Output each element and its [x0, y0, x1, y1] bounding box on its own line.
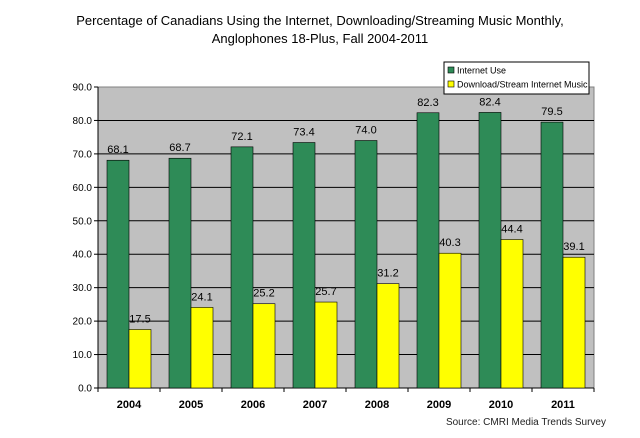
- legend-swatch: [447, 80, 455, 88]
- bar-music-download-stream: [376, 283, 400, 389]
- bar-internet-use: [292, 142, 316, 389]
- bar-music-download-stream: [314, 301, 338, 389]
- bar-internet-use: [478, 112, 502, 389]
- y-tick-label: 30.0: [73, 283, 93, 294]
- data-label-music-download-stream: 17.5: [129, 313, 150, 325]
- data-label-internet-use: 74.0: [355, 125, 376, 137]
- y-tick-label: 70.0: [73, 149, 93, 160]
- y-tick-label: 0.0: [78, 384, 92, 395]
- x-tick-label: 2007: [303, 399, 327, 411]
- x-tick-label: 2008: [365, 399, 389, 411]
- data-label-music-download-stream: 39.1: [563, 241, 584, 253]
- bar-internet-use: [230, 146, 254, 389]
- x-tick-label: 2011: [551, 399, 575, 411]
- bar-internet-use: [168, 157, 192, 389]
- data-label-internet-use: 82.3: [417, 97, 438, 109]
- data-label-music-download-stream: 31.2: [377, 268, 398, 280]
- legend-label: Internet Use: [457, 66, 506, 76]
- legend-swatch: [447, 66, 455, 74]
- data-label-music-download-stream: 40.3: [439, 237, 460, 249]
- bar-music-download-stream: [190, 307, 214, 389]
- data-label-music-download-stream: 25.7: [315, 286, 336, 298]
- x-tick-label: 2006: [241, 399, 265, 411]
- legend: [443, 61, 590, 95]
- bar-internet-use: [540, 121, 564, 389]
- data-label-internet-use: 72.1: [231, 131, 252, 143]
- bar-music-download-stream: [500, 239, 524, 389]
- data-label-internet-use: 82.4: [479, 96, 500, 108]
- y-tick-label: 10.0: [73, 350, 93, 361]
- data-label-music-download-stream: 44.4: [501, 224, 522, 236]
- x-tick-label: 2005: [179, 399, 203, 411]
- data-label-music-download-stream: 25.2: [253, 288, 274, 300]
- y-tick-label: 60.0: [73, 183, 93, 194]
- bar-internet-use: [354, 140, 378, 389]
- source-note: Source: CMRI Media Trends Survey: [445, 417, 606, 428]
- y-tick-label: 50.0: [73, 216, 93, 227]
- x-tick-label: 2010: [489, 399, 513, 411]
- data-label-internet-use: 73.4: [293, 127, 314, 139]
- y-tick-label: 20.0: [73, 317, 93, 328]
- bar-music-download-stream: [128, 329, 152, 389]
- data-label-internet-use: 79.5: [541, 106, 562, 118]
- chart-title-line-2: Anglophones 18-Plus, Fall 2004-2011: [211, 31, 429, 46]
- bar-music-download-stream: [252, 303, 276, 389]
- x-tick-label: 2004: [117, 399, 142, 411]
- bar-music-download-stream: [438, 252, 462, 389]
- bar-internet-use: [416, 112, 440, 389]
- y-tick-label: 80.0: [73, 116, 93, 127]
- bar-internet-use: [106, 159, 130, 389]
- x-tick-label: 2009: [427, 399, 451, 411]
- chart-title: Percentage of Canadians Using the Intern…: [0, 12, 640, 48]
- bar-music-download-stream: [562, 256, 586, 389]
- chart-title-line-1: Percentage of Canadians Using the Intern…: [76, 13, 564, 28]
- data-label-music-download-stream: 24.1: [191, 291, 212, 303]
- data-label-internet-use: 68.1: [107, 144, 128, 156]
- y-tick-label: 90.0: [73, 83, 93, 94]
- y-tick-label: 40.0: [73, 250, 93, 261]
- legend-label: Download/Stream Internet Music: [457, 80, 588, 90]
- data-label-internet-use: 68.7: [169, 142, 190, 154]
